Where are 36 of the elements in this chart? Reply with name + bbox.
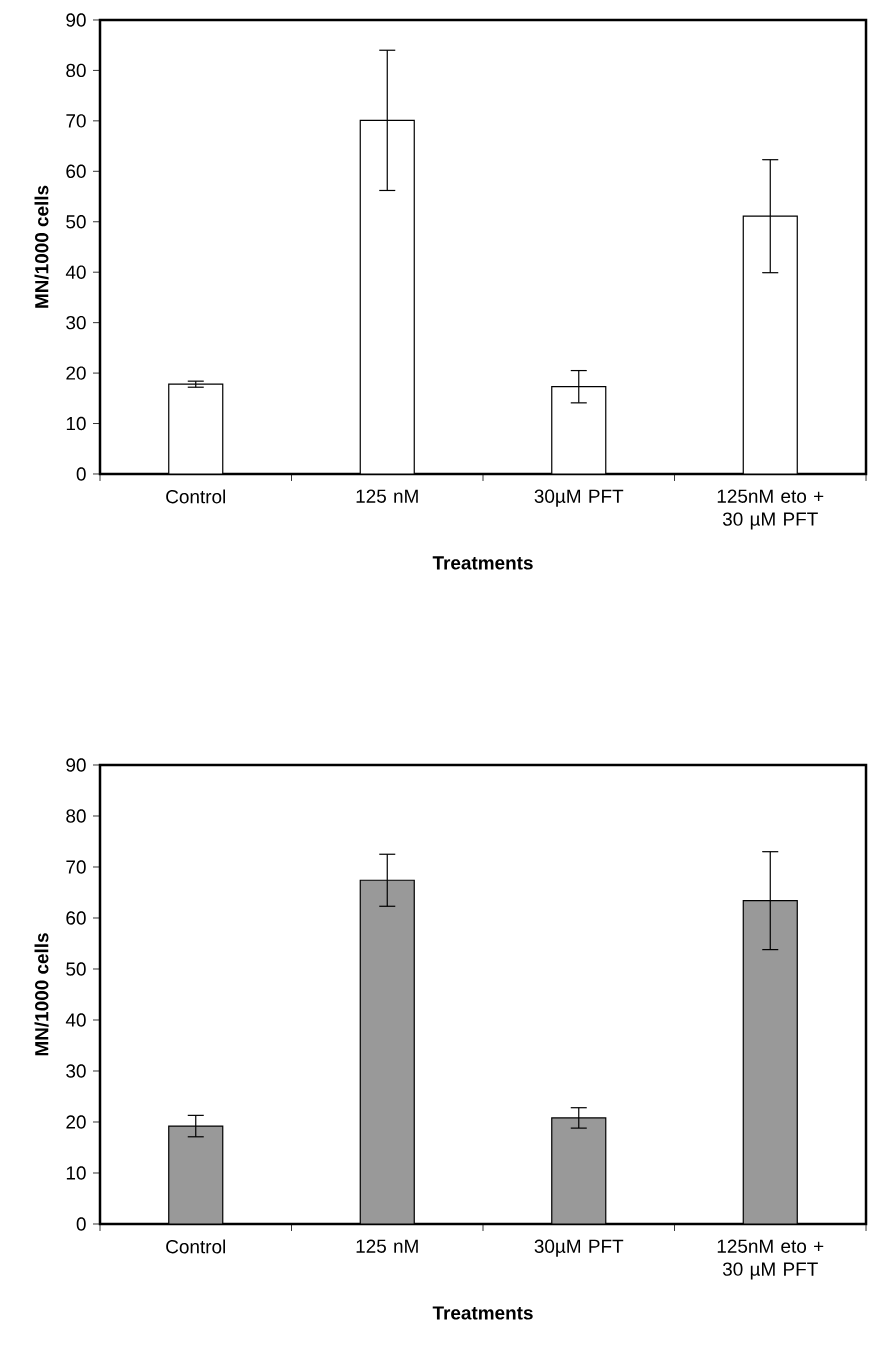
y-axis-title: MN/1000 cells	[34, 933, 49, 1056]
x-tick-label: 125nM eto + 30 µM PFT	[717, 489, 824, 530]
y-tick-label: 40	[65, 1013, 86, 1027]
y-tick-label: 70	[66, 114, 86, 128]
x-tick-label: 30µM PFT	[534, 489, 624, 507]
y-tick-label: 20	[66, 366, 86, 380]
y-tick-label: 30	[66, 315, 86, 330]
y-axis-title: MN/1000 cells	[34, 185, 49, 308]
y-tick-label: 30	[66, 1064, 86, 1078]
y-tick-label: 50	[66, 215, 86, 229]
y-tick-label: 70	[66, 860, 86, 874]
x-axis-title: Treatments	[432, 556, 533, 570]
x-tick-label: 125 nM	[356, 489, 418, 503]
bar	[742, 900, 798, 1224]
y-tick-label: 0	[76, 467, 86, 481]
bar	[551, 1117, 607, 1224]
y-tick-label: 90	[66, 758, 86, 772]
x-tick-label: 125nM eto + 30 µM PFT	[717, 1239, 824, 1280]
bar	[168, 1125, 224, 1224]
x-axis-title: Treatments	[432, 1306, 533, 1320]
y-tick-label: 40	[65, 265, 86, 279]
x-tick-label: Control	[166, 1239, 225, 1254]
x-tick-label: 30µM PFT	[534, 1239, 624, 1257]
y-tick-label: 10	[66, 416, 86, 431]
y-tick-label: 90	[66, 13, 86, 27]
y-tick-label: 50	[66, 962, 86, 976]
bar	[359, 879, 415, 1224]
y-tick-label: 60	[66, 164, 86, 179]
y-tick-label: 80	[66, 809, 86, 823]
y-tick-label: 0	[76, 1217, 86, 1231]
x-tick-label: Control	[166, 489, 225, 504]
y-tick-label: 80	[66, 63, 86, 78]
y-tick-label: 20	[66, 1115, 86, 1129]
y-tick-label: 10	[66, 1166, 86, 1180]
x-tick-label: 125 nM	[356, 1239, 418, 1253]
y-tick-label: 60	[66, 911, 86, 925]
